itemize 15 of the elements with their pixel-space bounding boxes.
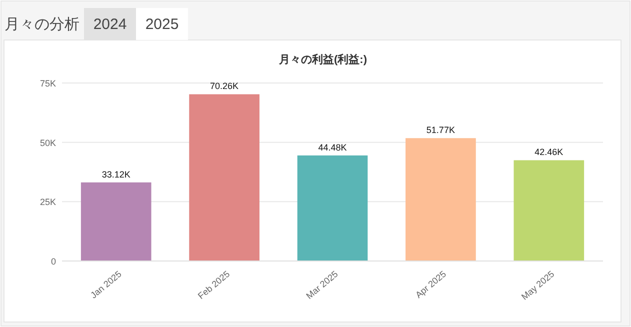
bar [80,182,152,261]
data-label: 33.12K [102,169,130,180]
data-label: 70.26K [210,81,239,92]
y-tick-label: 75K [40,78,56,88]
bar [189,94,260,261]
bar [406,138,476,261]
y-tick-label: 50K [40,138,56,148]
data-label: 51.77K [426,125,455,136]
data-label: 42.46K [534,147,564,158]
data-label: 44.48K [318,142,347,152]
chart-title: 月々の利益(利益:) [278,53,368,66]
bar [297,155,368,261]
y-tick-label: 0 [50,256,56,266]
y-tick-label: 25K [40,197,56,208]
bar [514,160,584,261]
